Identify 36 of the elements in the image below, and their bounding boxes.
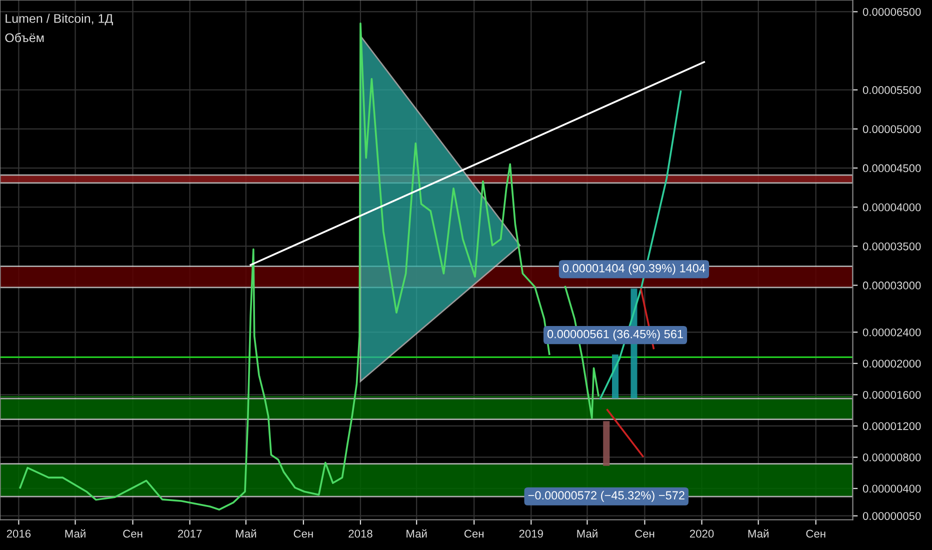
x-tick-label: 2020 (690, 530, 714, 538)
y-tick-label: 0.00001200 (862, 422, 921, 430)
x-tick-label: 2019 (519, 530, 543, 538)
annotation: −0.00000572 (−45.32%) −572 (528, 490, 684, 502)
annotation: 0.00000561 (36.45%) 561 (547, 330, 683, 341)
y-tick-label: 0.00000800 (862, 453, 921, 462)
x-tick-label: Май (577, 529, 598, 538)
x-tick-label: Май (406, 529, 427, 538)
x-tick-label: Сен (294, 530, 313, 538)
y-tick-label: 0.00006500 (862, 8, 921, 16)
x-tick-label: 2016 (6, 530, 31, 538)
x-tick-label: 2017 (178, 530, 202, 538)
bar (612, 354, 619, 398)
x-tick-label: 2018 (348, 530, 372, 538)
y-tick-label: 0.00000050 (862, 512, 921, 520)
y-tick-label: 0.00000400 (862, 484, 921, 493)
y-tick-label: 0.00003000 (862, 282, 921, 290)
y-tick-label: 0.00002000 (862, 360, 921, 368)
bar (603, 421, 610, 466)
x-tick-label: Сен (123, 530, 142, 538)
annotation: 0.00001404 (90.39%) 1404 (562, 264, 706, 275)
text: Lumen / Bitcoin, 1Д (6, 14, 113, 26)
x-tick-label: Май (236, 529, 256, 538)
y-tick-label: 0.00005500 (862, 86, 921, 94)
y-tick-label: 0.00005000 (862, 125, 921, 134)
x-tick-label: Май (748, 529, 768, 538)
y-tick-label: 0.00004500 (862, 164, 921, 172)
x-tick-label: Сен (464, 530, 484, 538)
y-tick-label: 0.00001600 (862, 390, 921, 399)
x-tick-label: Май (65, 529, 86, 538)
x-tick-label: Сен (635, 530, 654, 538)
y-tick-label: 0.00003500 (862, 242, 921, 250)
y-tick-label: 0.00004000 (862, 203, 921, 212)
text: Объём (5, 32, 44, 42)
x-tick-label: Сен (806, 530, 826, 538)
y-tick-label: 0.00002400 (862, 328, 921, 336)
